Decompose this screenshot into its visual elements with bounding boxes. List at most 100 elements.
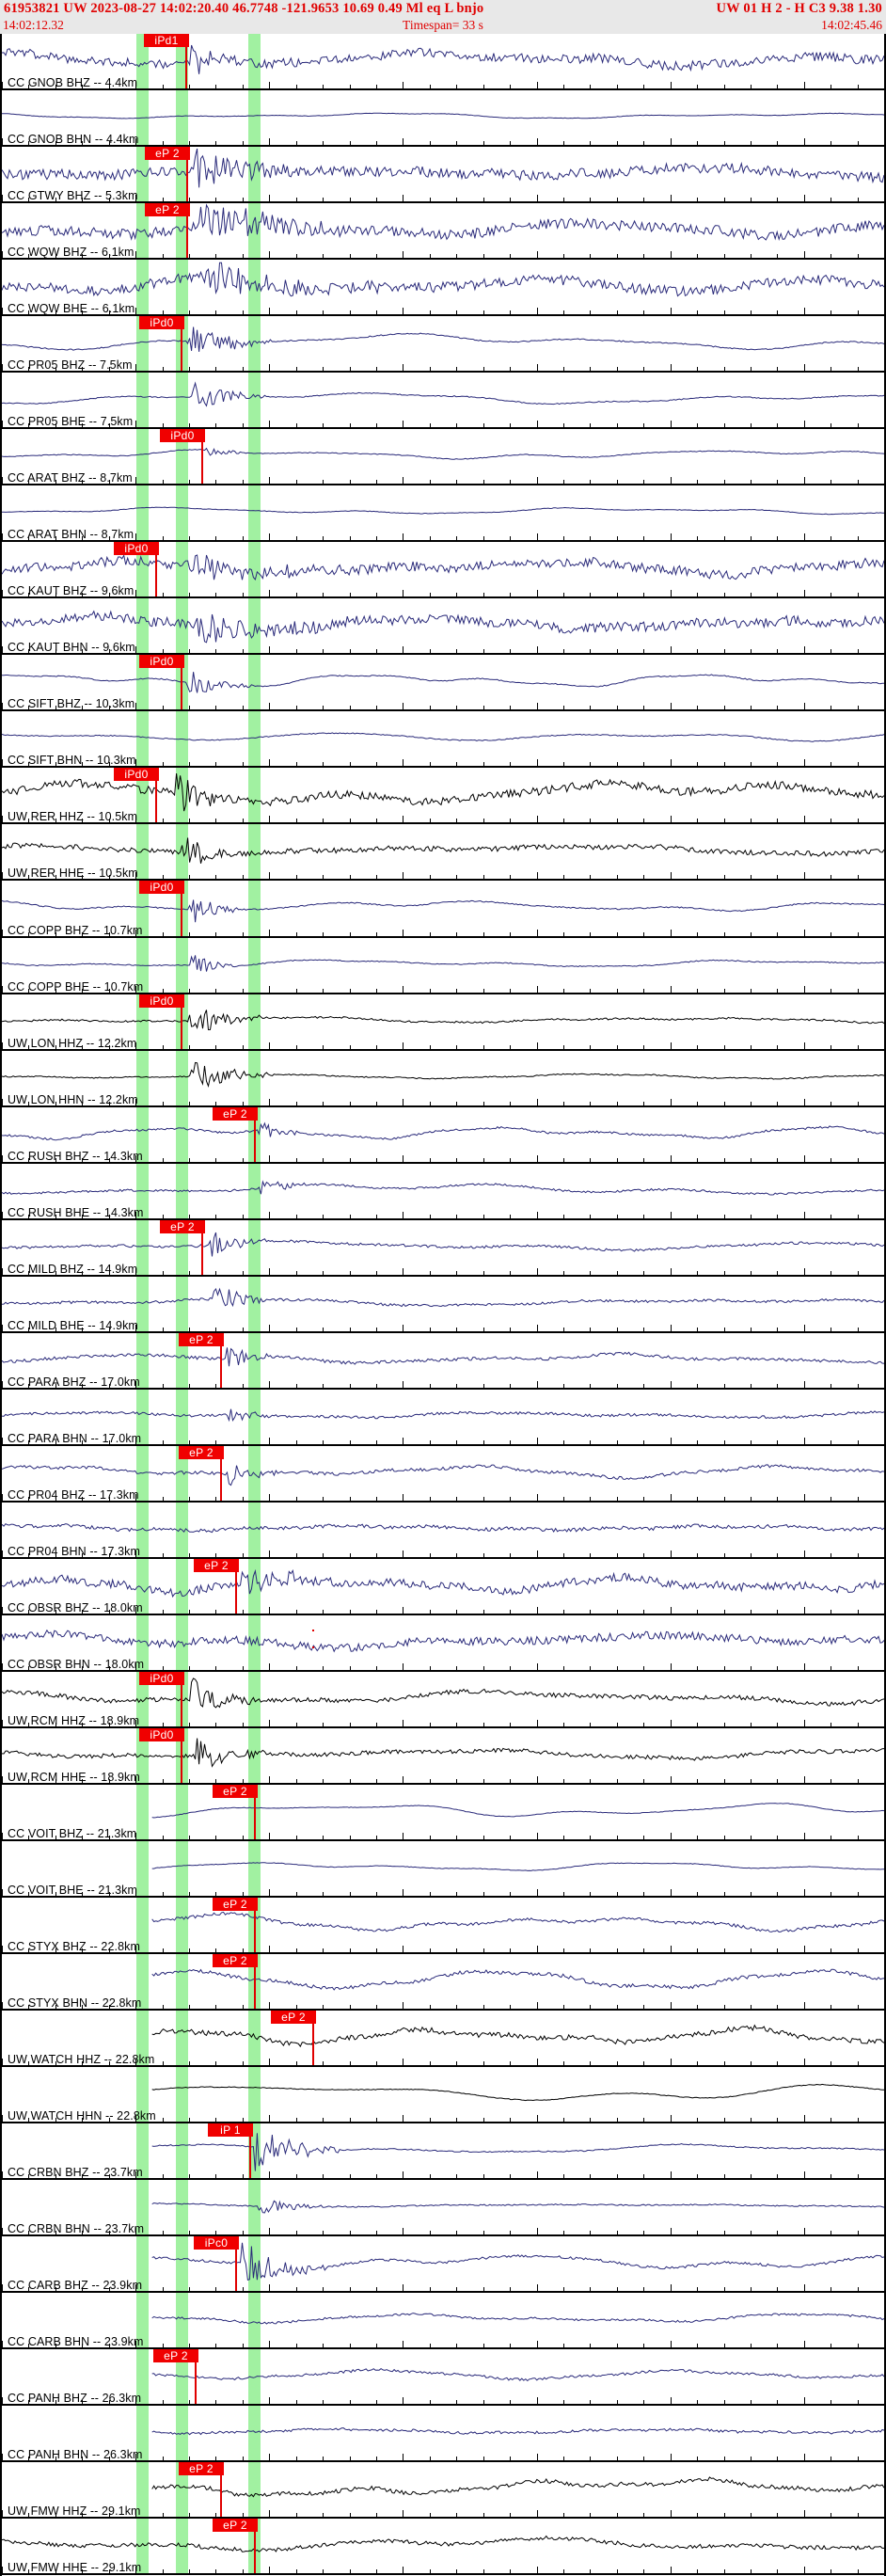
trace-row[interactable]: CC CRBN BHN -- 23.7km [2, 2180, 885, 2237]
phase-pick-line[interactable] [201, 1219, 203, 1277]
phase-pick-label[interactable]: iPd1 [144, 34, 189, 47]
phase-pick-label[interactable]: eP 2 [153, 2349, 198, 2363]
phase-pick-label[interactable]: iPd0 [139, 881, 184, 895]
phase-pick-label[interactable]: iPd0 [114, 768, 159, 782]
phase-pick-line[interactable] [312, 2011, 314, 2068]
phase-pick-line[interactable] [186, 203, 188, 261]
trace-row[interactable]: CC PANH BHN -- 26.3km [2, 2406, 885, 2463]
phase-pick-line[interactable] [254, 1898, 256, 1955]
trace-row[interactable]: iPd0 UW RCM HHZ -- 18.9km [2, 1671, 885, 1728]
trace-row[interactable]: iPd0 UW RER HHZ -- 10.5km [2, 768, 885, 825]
phase-pick-label[interactable]: eP 2 [213, 1106, 258, 1121]
trace-row[interactable]: iPd0 CC PR05 BHZ -- 7.5km [2, 316, 885, 374]
phase-pick-line[interactable] [254, 1954, 256, 2012]
phase-pick-label[interactable]: eP 2 [145, 203, 190, 217]
phase-pick-line[interactable] [220, 1332, 222, 1390]
phase-pick-line[interactable] [181, 994, 182, 1051]
trace-row[interactable]: CC VOIT BHE -- 21.3km [2, 1841, 885, 1899]
trace-row[interactable]: iPc0 CC CARB BHZ -- 23.9km [2, 2236, 885, 2294]
phase-pick-label[interactable]: eP 2 [213, 1784, 258, 1798]
phase-pick-label[interactable]: eP 2 [271, 2011, 316, 2025]
phase-pick-line[interactable] [254, 1106, 256, 1164]
trace-row[interactable]: CC MILD BHE -- 14.9km [2, 1276, 885, 1333]
trace-row[interactable]: iPd1 CC GNOB BHZ -- 4.4km [2, 34, 885, 91]
phase-pick-line[interactable] [181, 316, 182, 374]
phase-pick-label[interactable]: eP 2 [145, 147, 190, 161]
phase-pick-line[interactable] [220, 2462, 222, 2520]
phase-pick-line[interactable] [249, 2123, 251, 2181]
trace-row[interactable]: eP 2 CC STYX BHN -- 22.8km [2, 1954, 885, 2012]
trace-row[interactable]: UW WATCH HHN -- 22.8km [2, 2067, 885, 2124]
trace-row[interactable]: eP 2 CC PR04 BHZ -- 17.3km [2, 1445, 885, 1503]
phase-pick-label[interactable]: eP 2 [179, 1445, 224, 1459]
phase-pick-label[interactable]: iPc0 [194, 2236, 239, 2250]
trace-row[interactable]: eP 2 CC GTWY BHZ -- 5.3km [2, 147, 885, 204]
trace-row[interactable]: eP 2 CC PARA BHZ -- 17.0km [2, 1332, 885, 1390]
trace-row[interactable]: UW RER HHE -- 10.5km [2, 824, 885, 882]
phase-pick-line[interactable] [181, 881, 182, 938]
highlight-band [136, 2519, 149, 2576]
phase-pick-line[interactable] [181, 655, 182, 712]
phase-pick-label[interactable]: iP 1 [208, 2123, 253, 2138]
trace-row[interactable]: iPd0 CC SIFT BHZ -- 10.3km [2, 655, 885, 712]
trace-row[interactable]: eP 2 UW WATCH HHZ -- 22.8km [2, 2011, 885, 2068]
phase-pick-line[interactable] [254, 2519, 256, 2576]
phase-pick-label[interactable]: eP 2 [213, 1954, 258, 1968]
phase-pick-line[interactable] [235, 2236, 237, 2294]
phase-pick-line[interactable] [235, 1558, 237, 1615]
phase-pick-line[interactable] [186, 147, 188, 204]
phase-pick-line[interactable] [155, 542, 157, 599]
trace-row[interactable]: CC ARAT BHN -- 8.7km [2, 485, 885, 543]
phase-pick-label[interactable]: iPd0 [139, 994, 184, 1008]
trace-row[interactable]: eP 2 CC STYX BHZ -- 22.8km [2, 1898, 885, 1955]
trace-row[interactable]: CC RUSH BHE -- 14.3km [2, 1163, 885, 1220]
trace-row[interactable]: iPd0 UW LON HHZ -- 12.2km [2, 994, 885, 1051]
trace-row[interactable]: eP 2 CC MILD BHZ -- 14.9km [2, 1219, 885, 1277]
trace-row[interactable]: iPd0 CC KAUT BHZ -- 9.6km [2, 542, 885, 599]
phase-pick-label[interactable]: iPd0 [160, 429, 205, 443]
phase-pick-label[interactable]: eP 2 [213, 1898, 258, 1912]
phase-pick-label[interactable]: eP 2 [194, 1558, 239, 1572]
trace-row[interactable]: eP 2 UW FMW HHZ -- 29.1km [2, 2462, 885, 2520]
trace-row[interactable]: eP 2 CC VOIT BHZ -- 21.3km [2, 1784, 885, 1841]
trace-row[interactable]: iPd0 CC COPP BHZ -- 10.7km [2, 881, 885, 938]
phase-pick-label[interactable]: iPd0 [139, 1727, 184, 1741]
trace-row[interactable]: UW LON HHN -- 12.2km [2, 1050, 885, 1107]
phase-pick-label[interactable]: eP 2 [160, 1219, 205, 1233]
phase-pick-line[interactable] [155, 768, 157, 825]
trace-row[interactable]: iPd0 UW RCM HHE -- 18.9km [2, 1727, 885, 1785]
trace-row[interactable]: CC PARA BHN -- 17.0km [2, 1389, 885, 1446]
trace-row[interactable]: eP 2 CC WQW BHZ -- 6.1km [2, 203, 885, 261]
phase-pick-label[interactable]: iPd0 [139, 655, 184, 669]
trace-row[interactable]: CC SIFT BHN -- 10.3km [2, 711, 885, 769]
trace-row[interactable]: CC PR05 BHE -- 7.5km [2, 373, 885, 430]
trace-row[interactable]: iP 1 CC CRBN BHZ -- 23.7km [2, 2123, 885, 2181]
phase-pick-line[interactable] [195, 2349, 197, 2407]
trace-row[interactable]: eP 2 UW FMW HHE -- 29.1km [2, 2519, 885, 2576]
trace-row[interactable]: CC OBSR BHN -- 18.0km [2, 1614, 885, 1672]
phase-pick-label[interactable]: eP 2 [213, 2519, 258, 2533]
phase-pick-label[interactable]: iPd0 [139, 316, 184, 330]
phase-pick-label[interactable]: iPd0 [114, 542, 159, 556]
trace-row[interactable]: CC CARB BHN -- 23.9km [2, 2293, 885, 2350]
phase-pick-line[interactable] [181, 1727, 182, 1785]
highlight-band [176, 2180, 188, 2237]
phase-pick-label[interactable]: eP 2 [179, 2462, 224, 2476]
phase-pick-line[interactable] [220, 1445, 222, 1503]
phase-pick-label[interactable]: eP 2 [179, 1332, 224, 1346]
trace-row[interactable]: CC GNOB BHN -- 4.4km [2, 90, 885, 148]
phase-pick-line[interactable] [254, 1784, 256, 1841]
trace-row[interactable]: CC KAUT BHN -- 9.6km [2, 598, 885, 656]
phase-pick-line[interactable] [201, 429, 203, 486]
phase-pick-line[interactable] [185, 34, 187, 91]
trace-row[interactable]: iPd0 CC ARAT BHZ -- 8.7km [2, 429, 885, 486]
trace-row[interactable]: CC COPP BHE -- 10.7km [2, 937, 885, 994]
trace-row[interactable]: eP 2 CC OBSR BHZ -- 18.0km [2, 1558, 885, 1615]
trace-row[interactable]: CC WQW BHE -- 6.1km [2, 260, 885, 317]
phase-pick-line[interactable] [181, 1671, 182, 1728]
trace-row[interactable]: eP 2 CC RUSH BHZ -- 14.3km [2, 1106, 885, 1164]
trace-row[interactable]: CC PR04 BHN -- 17.3km [2, 1502, 885, 1559]
trace-row[interactable]: eP 2 CC PANH BHZ -- 26.3km [2, 2349, 885, 2407]
highlight-band [176, 937, 188, 994]
phase-pick-label[interactable]: iPd0 [139, 1671, 184, 1685]
